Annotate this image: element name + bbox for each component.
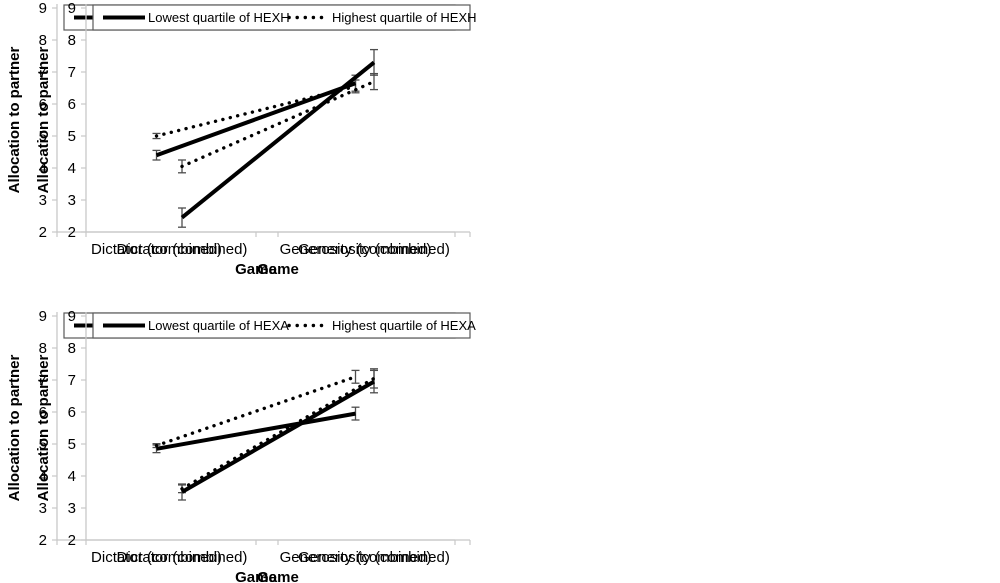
series-line-solid [180, 60, 376, 220]
category-label: Generosity (combined) [280, 549, 432, 566]
series-line-solid [155, 81, 357, 158]
chart-hexa-panel-d: 2 3 4 5 6 7 8 9 Dictator (combined) Generosity (c… [0, 292, 500, 583]
y-tick-label: 4 [39, 468, 47, 485]
series-line-dotted [180, 79, 376, 169]
line-chart-svg: 2 3 4 5 6 7 8 9 Dictator (combined) Generosity (c… [35, 0, 477, 278]
y-tick-label: 8 [68, 340, 76, 357]
y-tick-label: 4 [39, 160, 47, 177]
legend-box [92, 4, 471, 31]
x-axis-title: Game [235, 569, 277, 583]
y-tick-label: 2 [68, 532, 76, 549]
y-tick-label: 8 [68, 32, 76, 49]
y-tick-label: 6 [68, 96, 76, 113]
category-label: Generosity (combined) [280, 241, 432, 258]
y-axis-title: Allocation to partner [35, 47, 52, 194]
y-tick-label: 7 [39, 372, 47, 389]
category-label: Dictator (combined) [91, 549, 222, 566]
series-line-dotted [180, 376, 376, 491]
y-tick-label: 4 [68, 160, 76, 177]
y-tick-label: 3 [68, 192, 76, 209]
y-tick-label: 9 [39, 0, 47, 17]
legend-entry-label: Lowest quartile of HEXA [148, 318, 289, 333]
y-tick-label: 3 [39, 500, 47, 517]
series-line-solid [181, 379, 375, 494]
y-tick-label: 6 [39, 96, 47, 113]
legend-box [92, 312, 471, 339]
y-tick-label: 9 [68, 308, 76, 325]
category-label: Generosity (combined) [298, 549, 450, 566]
y-tick-label: 3 [39, 192, 47, 209]
legend-entry-label: Highest quartile of HEXA [332, 318, 476, 333]
y-tick-label: 6 [68, 404, 76, 421]
y-tick-label: 2 [39, 532, 47, 549]
y-tick-label: 7 [39, 64, 47, 81]
y-tick-label: 3 [68, 500, 76, 517]
category-label: Dictator (combined) [91, 241, 222, 258]
error-bar [370, 72, 378, 91]
y-axis-title: Allocation to partner [35, 355, 52, 502]
category-label: Generosity (combined) [298, 241, 450, 258]
y-tick-label: 7 [68, 372, 76, 389]
legend-entry-label: Lowest quartile of HEXH [148, 10, 290, 25]
series-line-solid [156, 411, 356, 451]
y-axis-title: Allocation to partner [6, 47, 23, 194]
y-tick-label: 2 [68, 224, 76, 241]
y-tick-label: 8 [39, 32, 47, 49]
y-tick-label: 5 [68, 128, 76, 145]
y-tick-label: 8 [39, 340, 47, 357]
y-axis-title: Allocation to partner [6, 355, 23, 502]
y-tick-label: 4 [68, 468, 76, 485]
y-tick-label: 9 [68, 0, 76, 17]
category-label: Dictator (combined) [117, 549, 248, 566]
series-line-dotted [154, 375, 358, 448]
y-tick-label: 2 [39, 224, 47, 241]
x-axis-title: Game [257, 261, 299, 278]
error-bar [351, 369, 360, 384]
y-tick-label: 7 [68, 64, 76, 81]
y-tick-label: 5 [39, 128, 47, 145]
y-tick-label: 5 [39, 436, 47, 453]
legend-entry-label: Highest quartile of HEXH [332, 10, 477, 25]
x-axis-title: Game [257, 569, 299, 583]
y-tick-label: 9 [39, 308, 47, 325]
x-axis-title: Game [235, 261, 277, 278]
y-tick-label: 5 [68, 436, 76, 453]
y-tick-label: 6 [39, 404, 47, 421]
line-chart-svg: 2 3 4 5 6 7 8 9 Dictator (combined) Generosity (c… [35, 308, 476, 583]
chart-hexh-panel-b: 2 3 4 5 6 7 8 9 Dictator (combined) Generosity (c… [0, 0, 500, 291]
category-label: Dictator (combined) [117, 241, 248, 258]
